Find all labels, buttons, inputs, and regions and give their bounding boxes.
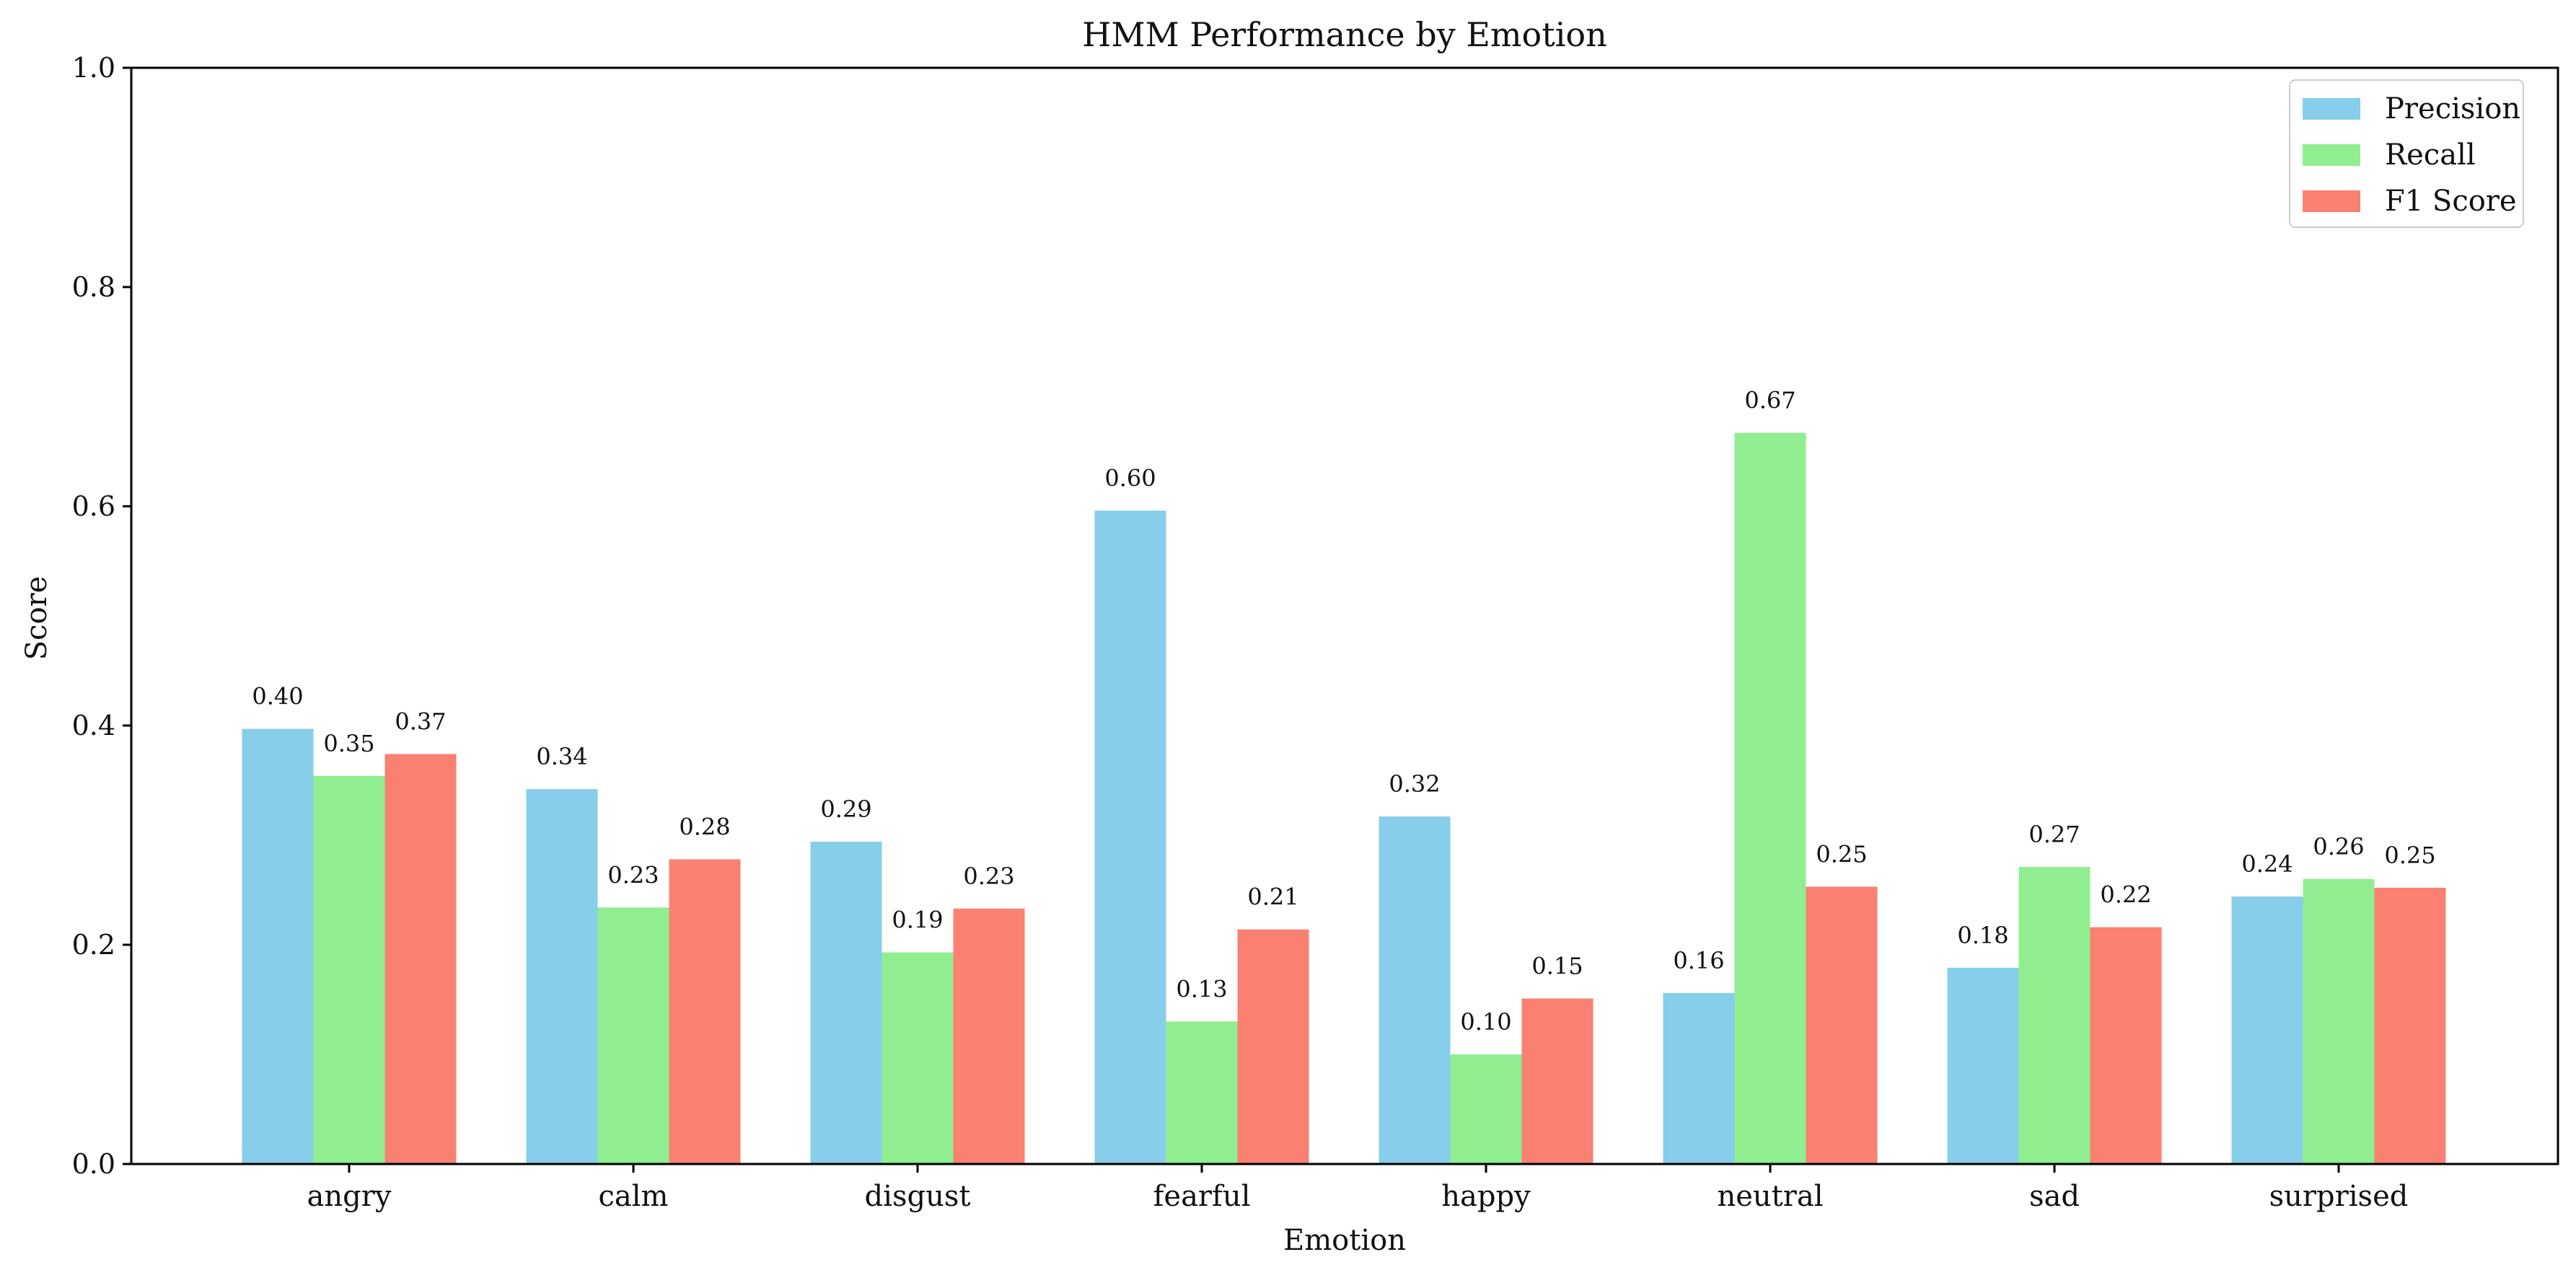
bar-f1-score-surprised [2374, 887, 2446, 1164]
bar-recall-calm [597, 907, 669, 1164]
bar-precision-neutral [1663, 992, 1735, 1164]
data-label-recall-angry: 0.35 [323, 730, 374, 757]
x-tick-label-surprised: surprised [2269, 1180, 2409, 1213]
x-tick-label-disgust: disgust [865, 1180, 971, 1213]
bars-layer: 0.40 0.34 0.29 0.60 0.32 0.16 0.18 0.24 0.35 0.23… [242, 387, 2446, 1164]
bar-precision-calm [526, 789, 598, 1164]
y-tick-label: 0.8 [72, 271, 115, 303]
data-label-f1-score-happy: 0.15 [1531, 952, 1583, 979]
x-tick-label-neutral: neutral [1717, 1180, 1823, 1213]
x-tick-label-angry: angry [307, 1180, 392, 1213]
data-label-precision-happy: 0.32 [1389, 770, 1440, 798]
y-tick-label: 0.0 [72, 1148, 115, 1180]
legend-label-recall: Recall [2385, 138, 2476, 172]
bar-f1-score-angry [384, 754, 457, 1164]
y-axis-label: Score [20, 576, 53, 661]
x-tick-label-calm: calm [599, 1180, 669, 1213]
bar-recall-angry [313, 775, 385, 1164]
y-tick-label: 1.0 [72, 52, 115, 84]
bar-f1-score-fearful [1237, 929, 1309, 1164]
data-label-f1-score-fearful: 0.21 [1247, 883, 1298, 911]
bar-recall-sad [2018, 867, 2091, 1164]
x-tick-label-sad: sad [2029, 1180, 2080, 1213]
bar-precision-angry [242, 728, 314, 1164]
data-label-f1-score-disgust: 0.23 [963, 863, 1014, 890]
data-label-recall-disgust: 0.19 [892, 907, 943, 934]
data-label-f1-score-angry: 0.37 [395, 708, 446, 736]
y-tick-label: 0.4 [72, 710, 115, 741]
legend-swatch-recall [2303, 144, 2360, 166]
legend-swatch-f1-score [2303, 190, 2360, 212]
data-label-f1-score-calm: 0.28 [679, 813, 730, 840]
data-label-f1-score-sad: 0.22 [2100, 881, 2151, 909]
data-label-precision-disgust: 0.29 [820, 795, 871, 823]
bar-precision-sad [1947, 967, 2019, 1164]
data-label-recall-sad: 0.27 [2028, 821, 2080, 848]
data-label-f1-score-surprised: 0.25 [2384, 842, 2435, 869]
x-axis-label: Emotion [1283, 1224, 1406, 1257]
legend-label-precision: Precision [2385, 92, 2520, 125]
bar-f1-score-happy [1521, 998, 1593, 1164]
data-label-recall-neutral: 0.67 [1744, 387, 1795, 414]
data-label-precision-neutral: 0.16 [1673, 947, 1724, 974]
bar-f1-score-sad [2090, 927, 2162, 1164]
data-label-precision-sad: 0.18 [1957, 922, 2008, 949]
legend-swatch-precision [2303, 98, 2360, 120]
bar-precision-surprised [2231, 896, 2303, 1164]
data-label-recall-surprised: 0.26 [2313, 833, 2364, 860]
axes-layer: 0.0 0.2 0.4 0.6 0.8 1.0 angry calm disgust fearfu… [72, 52, 2559, 1213]
y-tick-label: 0.6 [72, 490, 115, 522]
bar-f1-score-disgust [953, 908, 1025, 1164]
legend-label-f1-score: F1 Score [2385, 185, 2517, 218]
data-label-precision-fearful: 0.60 [1104, 464, 1156, 492]
data-label-recall-fearful: 0.13 [1176, 975, 1227, 1002]
data-label-f1-score-neutral: 0.25 [1816, 840, 1867, 868]
bar-f1-score-calm [669, 859, 741, 1164]
data-label-recall-happy: 0.10 [1460, 1008, 1511, 1036]
plot-frame [130, 66, 2559, 1165]
data-label-precision-angry: 0.40 [252, 683, 303, 710]
x-tick-label-happy: happy [1441, 1180, 1531, 1213]
chart-title: HMM Performance by Emotion [1082, 15, 1607, 54]
bar-precision-happy [1379, 816, 1451, 1164]
bar-f1-score-neutral [1806, 886, 1878, 1164]
bar-recall-disgust [882, 952, 954, 1164]
bar-recall-surprised [2303, 878, 2375, 1164]
bar-precision-fearful [1094, 511, 1166, 1164]
bar-recall-neutral [1734, 433, 1806, 1164]
bar-recall-happy [1450, 1054, 1522, 1164]
bar-recall-fearful [1166, 1021, 1238, 1164]
y-tick-label: 0.2 [72, 929, 115, 961]
bar-precision-disgust [810, 842, 882, 1164]
data-label-precision-surprised: 0.24 [2241, 850, 2293, 878]
x-tick-label-fearful: fearful [1153, 1180, 1251, 1213]
data-label-recall-calm: 0.23 [607, 861, 659, 889]
data-label-precision-calm: 0.34 [536, 743, 587, 770]
legend: Precision Recall F1 Score [2289, 79, 2524, 228]
